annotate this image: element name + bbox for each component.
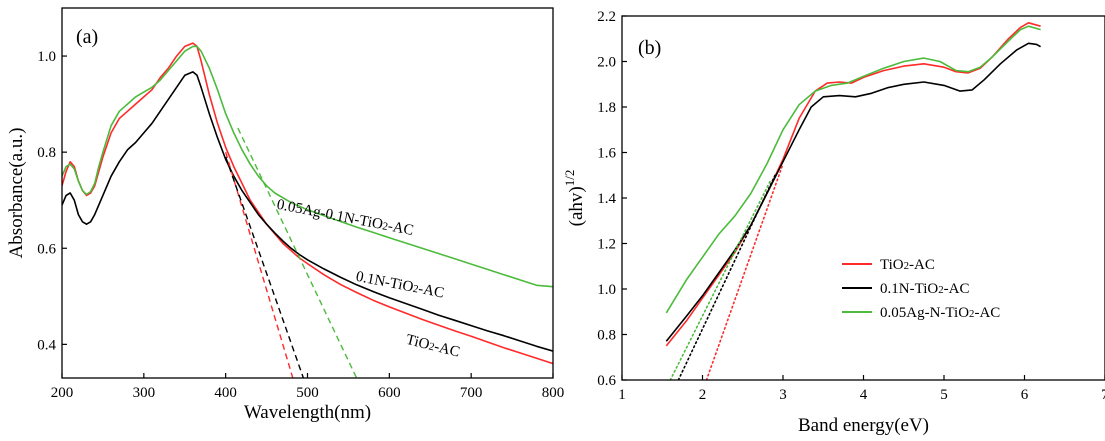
y-tick-label: 1.4 <box>597 191 616 207</box>
label-part: 2 <box>969 308 974 320</box>
legend-label: TiO2-AC <box>880 257 935 273</box>
x-tick-label: 600 <box>378 385 401 401</box>
label-part: 0.1N-TiO <box>354 269 414 296</box>
label-part: TiO <box>880 257 904 273</box>
label-part: 0.05Ag-N-TiO <box>880 305 969 321</box>
x-tick-label: 400 <box>214 385 237 401</box>
tangent-dotted-line-1-3 <box>705 163 784 380</box>
y-tick-label: 0.8 <box>37 145 56 161</box>
y-tick-label: 1.8 <box>597 100 616 116</box>
label-part: 2 <box>904 260 909 272</box>
y-tick-label: 0.4 <box>37 337 56 353</box>
x-tick-label: 500 <box>296 385 319 401</box>
curve-annotation: 0.05Ag-0.1N-TiO2-AC <box>275 197 415 239</box>
series-line-0-1 <box>62 71 553 352</box>
x-tick-label: 200 <box>51 385 74 401</box>
legend-label: 0.05Ag-N-TiO2-AC <box>880 305 1000 321</box>
label-part: 0.05Ag-0.1N-TiO <box>275 197 384 233</box>
x-tick-label: 6 <box>1021 387 1029 403</box>
panel-label-b: (b) <box>638 37 661 59</box>
series-line-0-2 <box>62 45 553 288</box>
ticks-layer-b: 1 2 3 4 5 6 7 0.6 0.8 1.0 1.2 1.4 1.6 1.8 2.0 2.2 <box>597 9 1105 403</box>
x-axis-title-b: Band energy(eV) <box>798 415 929 436</box>
y-axis-title-a: Absorbance(a.u.) <box>6 128 27 259</box>
series-layer-b <box>665 22 1041 380</box>
label-part: 0.1N-TiO <box>880 281 938 297</box>
legend-b: TiO2-AC0.1N-TiO2-AC0.05Ag-N-TiO2-AC <box>842 257 1000 321</box>
series-line-0-0 <box>62 42 553 365</box>
y-axis-title-b-superscript: 1/2 <box>562 170 577 187</box>
x-tick-label: 5 <box>940 387 948 403</box>
label-part: -AC <box>909 257 935 273</box>
y-tick-label: 0.6 <box>597 373 616 389</box>
tangent-dotted-line-1-5 <box>677 174 776 380</box>
label-part: 2 <box>938 284 943 296</box>
y-axis-title-b: (ahv)1/2 <box>562 170 587 227</box>
chart-panel-a: 200 300 400 500 600 700 800 0.4 0.6 0.8 1.0 0.05Ag… <box>6 7 564 423</box>
y-tick-label: 1.0 <box>597 282 616 298</box>
series-line-1-1 <box>665 42 1041 342</box>
x-tick-label: 2 <box>699 387 707 403</box>
series-line-1-2 <box>665 25 1041 314</box>
y-tick-label: 2.0 <box>597 55 616 71</box>
y-tick-label: 1.0 <box>37 49 56 65</box>
chart-panel-b: 1 2 3 4 5 6 70.60.81.01.21.41.61.82.02.2 TiO2-… <box>562 9 1105 436</box>
panel-label-a: (a) <box>76 26 98 48</box>
label-part: -AC <box>417 281 445 302</box>
x-tick-label: 1 <box>618 387 626 403</box>
tangent-dashed-line-0-4 <box>225 156 305 378</box>
y-tick-label: 0.8 <box>597 328 616 344</box>
x-tick-label: 700 <box>460 385 483 401</box>
curve-annotation: 0.1N-TiO2-AC <box>354 269 445 302</box>
x-tick-label: 3 <box>779 387 787 403</box>
x-tick-label: 7 <box>1101 387 1105 403</box>
series-line-1-0 <box>665 22 1041 347</box>
label-part: -AC <box>974 305 1000 321</box>
label-part: 2 <box>412 283 420 296</box>
y-axis-title-b-main: (ahv) <box>566 186 587 226</box>
x-axis-title-a: Wavelength(nm) <box>244 402 371 423</box>
plot-frame-b <box>621 15 1105 381</box>
x-tick-label: 300 <box>133 385 156 401</box>
label-part: -AC <box>386 218 414 239</box>
tangent-dotted-line-1-4 <box>669 179 772 380</box>
series-layer-a <box>62 42 553 378</box>
label-part: 2 <box>381 220 389 233</box>
label-part: TiO <box>404 332 431 353</box>
x-tick-label: 800 <box>542 385 565 401</box>
y-tick-label: 2.2 <box>597 9 616 25</box>
y-tick-label: 0.6 <box>37 241 56 257</box>
plot-frame-a <box>61 7 554 379</box>
legend-label: 0.1N-TiO2-AC <box>880 281 969 297</box>
y-tick-label: 1.2 <box>597 237 616 253</box>
x-tick-label: 4 <box>860 387 868 403</box>
curve-annotation: TiO2-AC <box>404 332 461 361</box>
ticks-layer-a: 200 300 400 500 600 700 800 0.4 0.6 0.8 1.0 <box>37 49 564 401</box>
tangent-dashed-line-0-5 <box>237 127 358 378</box>
y-tick-label: 1.6 <box>597 146 616 162</box>
label-part: 2 <box>427 340 435 353</box>
label-part: -AC <box>944 281 970 297</box>
label-part: -AC <box>432 339 461 361</box>
